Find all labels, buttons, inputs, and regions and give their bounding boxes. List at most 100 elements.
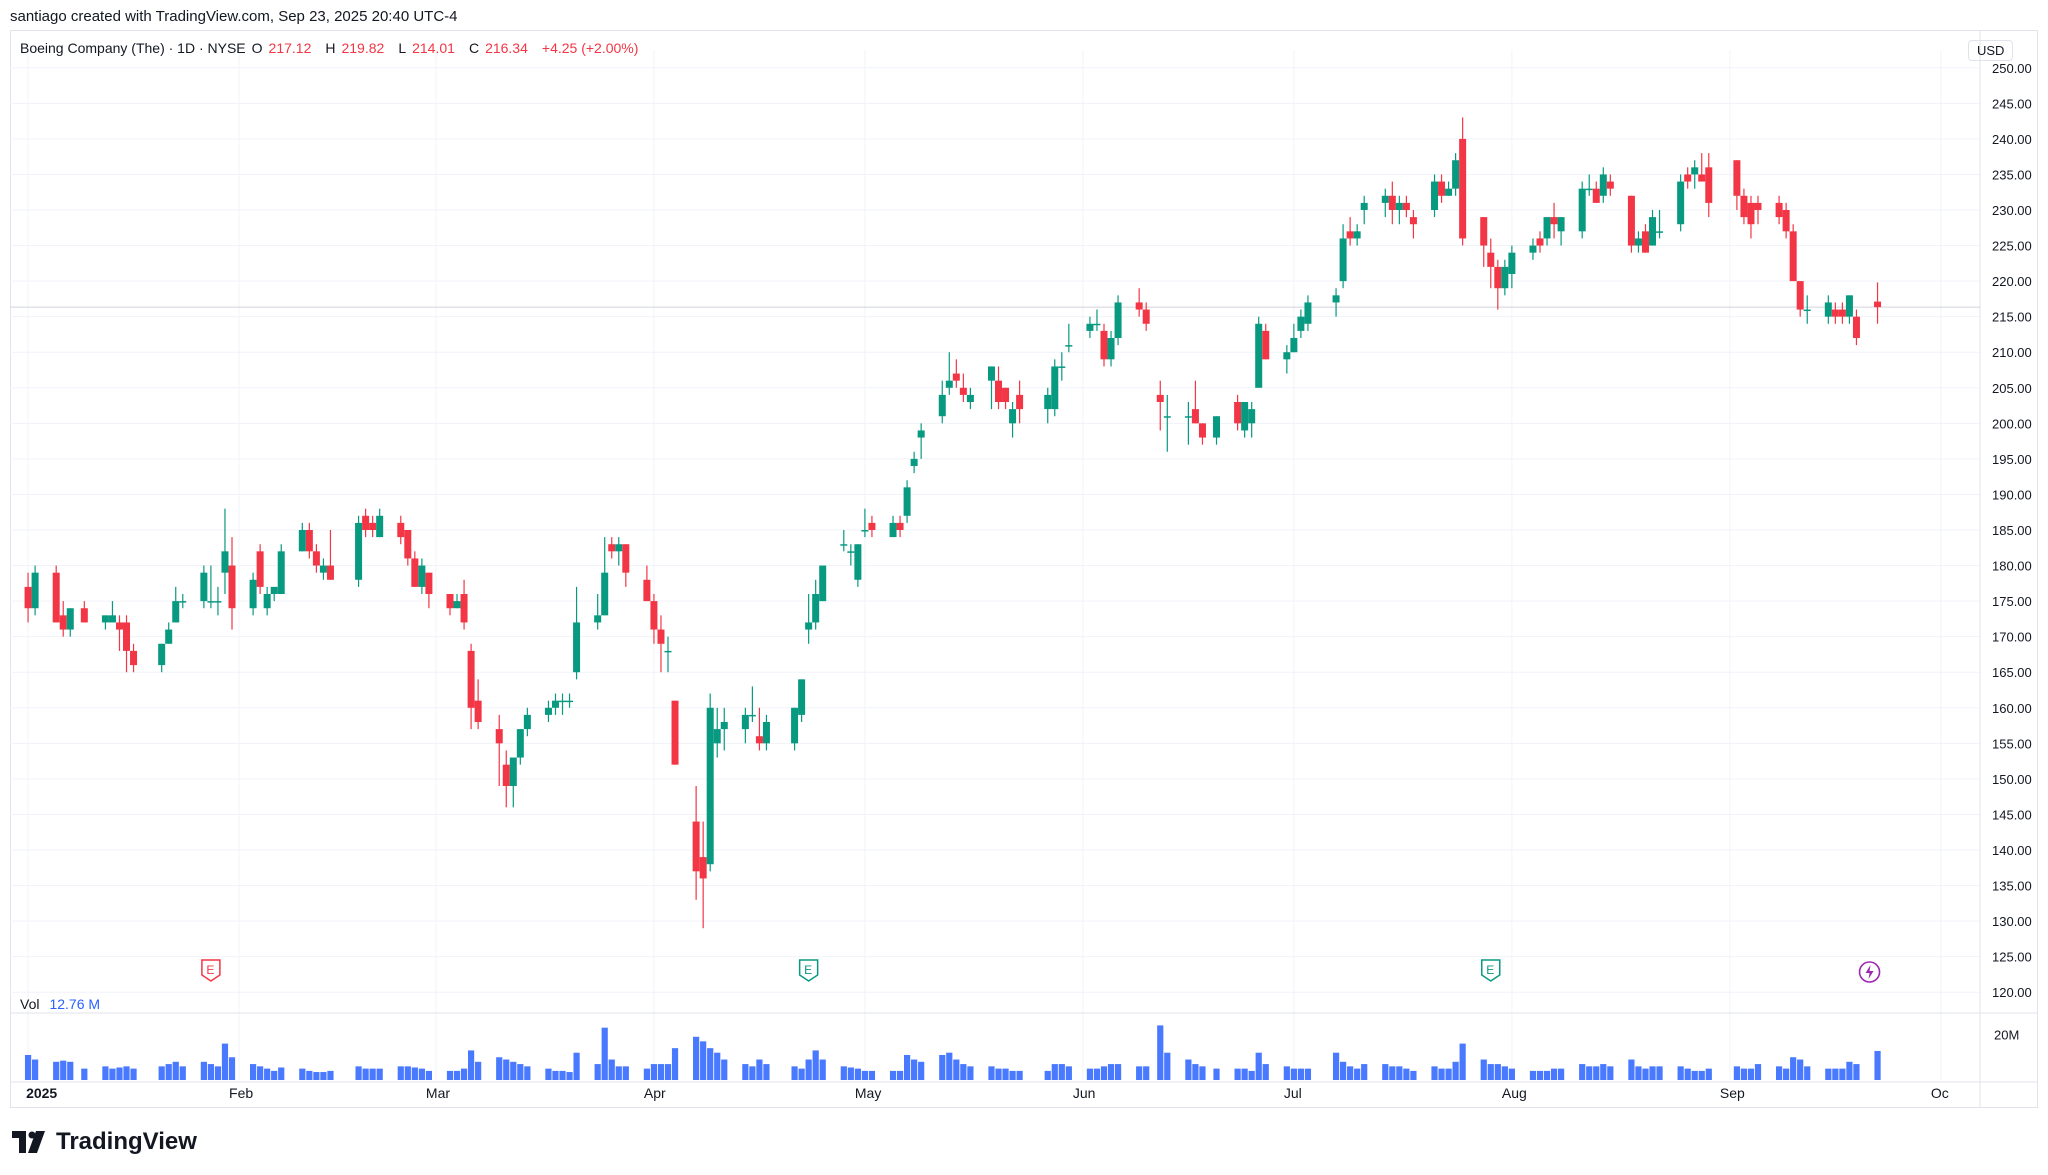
volume-bar <box>1593 1066 1600 1080</box>
candle-body <box>952 373 960 381</box>
volume-bar <box>1332 1052 1340 1080</box>
candle-body <box>1381 195 1389 203</box>
volume-bar <box>1100 1066 1108 1080</box>
candle-body <box>516 729 524 758</box>
y-tick-label: 230.00 <box>1992 203 2032 218</box>
volume-bar <box>1607 1066 1614 1080</box>
volume-bar <box>24 1054 32 1080</box>
tradingview-logo: TradingView <box>12 1128 197 1156</box>
candle-body <box>608 544 616 552</box>
volume-bar <box>207 1064 215 1080</box>
volume-bar <box>664 1064 672 1080</box>
volume-bar <box>742 1064 749 1080</box>
volume-bar <box>946 1052 953 1080</box>
candle-body <box>326 565 334 580</box>
volume-bar <box>1628 1059 1635 1080</box>
y-tick-label: 190.00 <box>1992 487 2032 502</box>
candle-body <box>200 572 208 602</box>
volume-bar <box>165 1064 172 1080</box>
candlestick-chart[interactable]: 250.00 245.00 240.00 235.00 230.00 225.00 220.… <box>10 30 2038 1108</box>
volume-bar <box>1107 1064 1115 1080</box>
volume-bar <box>1241 1068 1248 1080</box>
volume-bar <box>819 1059 826 1080</box>
candle-body <box>566 700 574 703</box>
volume-bar <box>939 1054 946 1080</box>
volume-value: 12.76 M <box>49 996 101 1012</box>
candle-body <box>411 558 419 587</box>
volume-bar <box>1255 1052 1262 1080</box>
candle-body <box>1142 309 1150 324</box>
x-tick-label: Jun <box>1073 1085 1096 1101</box>
candle-body <box>1740 195 1748 218</box>
y-tick-label: 250.00 <box>1992 61 2032 76</box>
chart-caption: santiago created with TradingView.com, S… <box>10 8 458 25</box>
candle-body <box>397 522 405 538</box>
candle-body <box>52 572 60 623</box>
volume-bar <box>1093 1068 1101 1080</box>
candle-body <box>425 572 433 594</box>
candle-body <box>1831 309 1839 317</box>
lightning-icon <box>1865 965 1874 979</box>
volume-bar <box>1579 1064 1586 1080</box>
volume-bar <box>1354 1068 1361 1080</box>
candle-body <box>861 530 869 532</box>
candle-body <box>1065 345 1073 347</box>
candle-body <box>755 736 763 744</box>
candle-body <box>1641 231 1649 253</box>
volume-bar <box>566 1072 573 1080</box>
y-tick-label: 130.00 <box>1992 914 2032 929</box>
volume-bar <box>496 1057 503 1080</box>
volume-bar <box>573 1052 580 1080</box>
candle-body <box>1796 281 1804 310</box>
candle-body <box>1747 202 1755 225</box>
candle-body <box>1585 188 1593 191</box>
candle-body <box>1789 231 1797 282</box>
candle-body <box>305 530 313 552</box>
high-value: 219.82 <box>341 40 385 56</box>
volume-bar <box>1304 1068 1312 1080</box>
volume-bar <box>362 1068 369 1080</box>
candle-body <box>1606 181 1614 189</box>
candle-body <box>1705 167 1713 203</box>
volume-bar <box>1065 1066 1072 1080</box>
volume-bar <box>854 1068 861 1080</box>
volume-bar <box>1494 1064 1501 1080</box>
volume-bar <box>889 1070 897 1080</box>
currency-button[interactable]: USD <box>1968 40 2014 61</box>
volume-bar <box>1234 1068 1241 1080</box>
candle-body <box>158 643 166 666</box>
volume-bar <box>299 1068 306 1080</box>
candle-body <box>559 700 567 703</box>
volume-bar <box>903 1054 911 1080</box>
candle-body <box>601 572 609 616</box>
volume-bar <box>524 1066 531 1080</box>
candle-body <box>699 857 707 879</box>
volume-bar <box>805 1059 812 1080</box>
volume-bar <box>214 1066 222 1080</box>
earnings-marker-label: E <box>804 963 812 977</box>
candle-body <box>1360 202 1368 210</box>
candle-body <box>615 544 623 552</box>
volume-bar <box>791 1066 798 1080</box>
volume-bar <box>179 1066 186 1080</box>
volume-bar <box>1501 1066 1508 1080</box>
volume-bar <box>861 1070 869 1080</box>
candle-body <box>1459 138 1467 239</box>
volume-bar <box>200 1061 207 1080</box>
candle-body <box>523 714 531 730</box>
close-label: C <box>468 40 480 56</box>
candle-body <box>1508 252 1516 274</box>
volume-bar <box>559 1070 566 1080</box>
y-tick-label: 195.00 <box>1992 452 2032 467</box>
candle-body <box>959 387 967 395</box>
candle-body <box>207 601 215 603</box>
y-tick-label: 185.00 <box>1992 523 2032 538</box>
volume-bar <box>1874 1050 1881 1080</box>
volume-legend: Vol 12.76 M <box>20 996 100 1012</box>
volume-bar <box>172 1061 179 1080</box>
candle-body <box>1536 238 1544 246</box>
candle-body <box>228 565 236 609</box>
volume-bar <box>1185 1059 1192 1080</box>
volume-bar <box>467 1050 475 1080</box>
volume-bar <box>1783 1068 1790 1080</box>
